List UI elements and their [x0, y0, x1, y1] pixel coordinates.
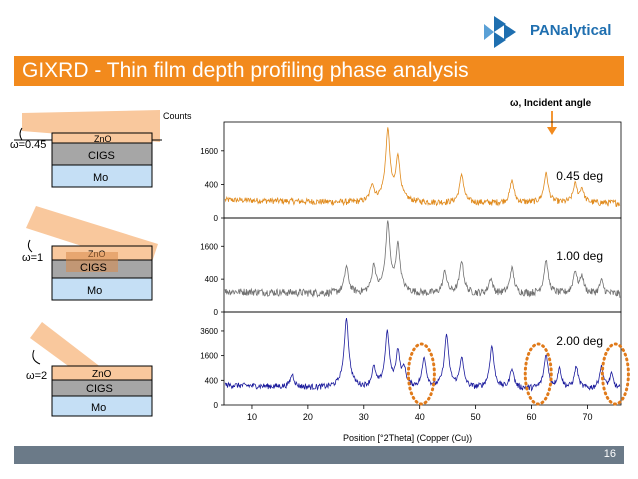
highlight-oval-2 — [600, 342, 630, 406]
y-tick-label-1-2: 0 — [214, 308, 219, 317]
highlight-oval-0 — [406, 342, 436, 406]
x-tick-label-6: 70 — [582, 412, 592, 422]
mo-layer-200 — [51, 395, 153, 417]
panel-label-1: 1.00 deg — [556, 249, 603, 263]
annotation-arrow-head — [547, 127, 557, 135]
cigs-label-100: CIGS — [80, 262, 107, 274]
mo-layer-045 — [51, 164, 153, 188]
zno-label-200: ZnO — [92, 369, 112, 380]
page-number: 16 — [603, 448, 616, 460]
panel-0: 1600 400 0 0.45 deg — [200, 121, 622, 223]
annotation-label: ω, Incident angle — [510, 98, 592, 109]
cigs-label-200: CIGS — [86, 383, 113, 395]
logo-name: PANalytical — [530, 22, 612, 39]
page-title: GIXRD - Thin film depth profiling phase … — [22, 59, 469, 82]
series-line-0 — [224, 127, 621, 207]
x-tick-label-5: 60 — [527, 412, 537, 422]
y-axis-label: Counts — [163, 111, 192, 121]
x-axis-ticks: 10 20 30 40 50 60 70 — [247, 405, 592, 422]
omega-label-045: ω=0.45 — [10, 139, 46, 151]
omega-label-200: ω=2 — [26, 370, 47, 382]
y-tick-label-0-0: 1600 — [200, 147, 218, 156]
highlight-oval-1 — [523, 342, 553, 406]
stack-045: ω=0.45 ZnO CIGS Mo — [10, 110, 162, 188]
angle-arc-100 — [27, 239, 33, 253]
chart-panels: 1600 400 0 0.45 deg 1600 400 0 1.00 deg 3600 1600… — [200, 121, 622, 410]
title-bar: GIXRD - Thin film depth profiling phase … — [14, 56, 624, 86]
panel-frame-2 — [223, 311, 622, 406]
angle-arc-200 — [32, 349, 41, 365]
highlight-ovals — [406, 342, 630, 406]
mo-label-100: Mo — [87, 285, 102, 297]
y-tick-label-2-2: 400 — [205, 376, 219, 385]
y-tick-label-2-0: 3600 — [200, 327, 218, 336]
y-tick-label-2-3: 0 — [214, 401, 219, 410]
stack-100: ω=1 ZnO CIGS Mo — [22, 206, 158, 301]
mo-layer-100 — [51, 277, 153, 301]
angle-arc-045 — [19, 127, 23, 141]
x-tick-label-1: 20 — [303, 412, 313, 422]
panalytical-logo — [484, 16, 516, 48]
panel-1: 1600 400 0 1.00 deg — [200, 217, 622, 317]
panel-label-0: 0.45 deg — [556, 169, 603, 183]
y-tick-label-0-1: 400 — [205, 180, 219, 189]
x-tick-label-0: 10 — [247, 412, 257, 422]
series-line-2 — [224, 318, 621, 392]
y-tick-label-1-0: 1600 — [200, 242, 218, 251]
series-line-1 — [224, 220, 621, 298]
zno-label-045: ZnO — [94, 134, 112, 144]
y-tick-label-2-1: 1600 — [200, 352, 218, 361]
x-tick-label-4: 50 — [471, 412, 481, 422]
y-tick-label-0-2: 0 — [214, 214, 219, 223]
panel-frame-1 — [223, 217, 622, 313]
cigs-label-045: CIGS — [88, 150, 115, 162]
x-tick-label-2: 30 — [359, 412, 369, 422]
panel-label-2: 2.00 deg — [556, 334, 603, 348]
x-tick-label-3: 40 — [415, 412, 425, 422]
y-tick-label-1-1: 400 — [205, 275, 219, 284]
beam-overlap-100 — [66, 252, 118, 272]
mo-label-045: Mo — [93, 172, 108, 184]
omega-label-100: ω=1 — [22, 252, 43, 264]
mo-label-200: Mo — [91, 402, 106, 414]
stack-200: ω=2 ZnO CIGS Mo — [26, 322, 153, 417]
panel-2: 3600 1600 400 0 2.00 deg — [200, 311, 622, 410]
footer-bar: 16 — [14, 446, 624, 464]
x-axis-label: Position [°2Theta] (Copper (Cu)) — [343, 433, 472, 443]
